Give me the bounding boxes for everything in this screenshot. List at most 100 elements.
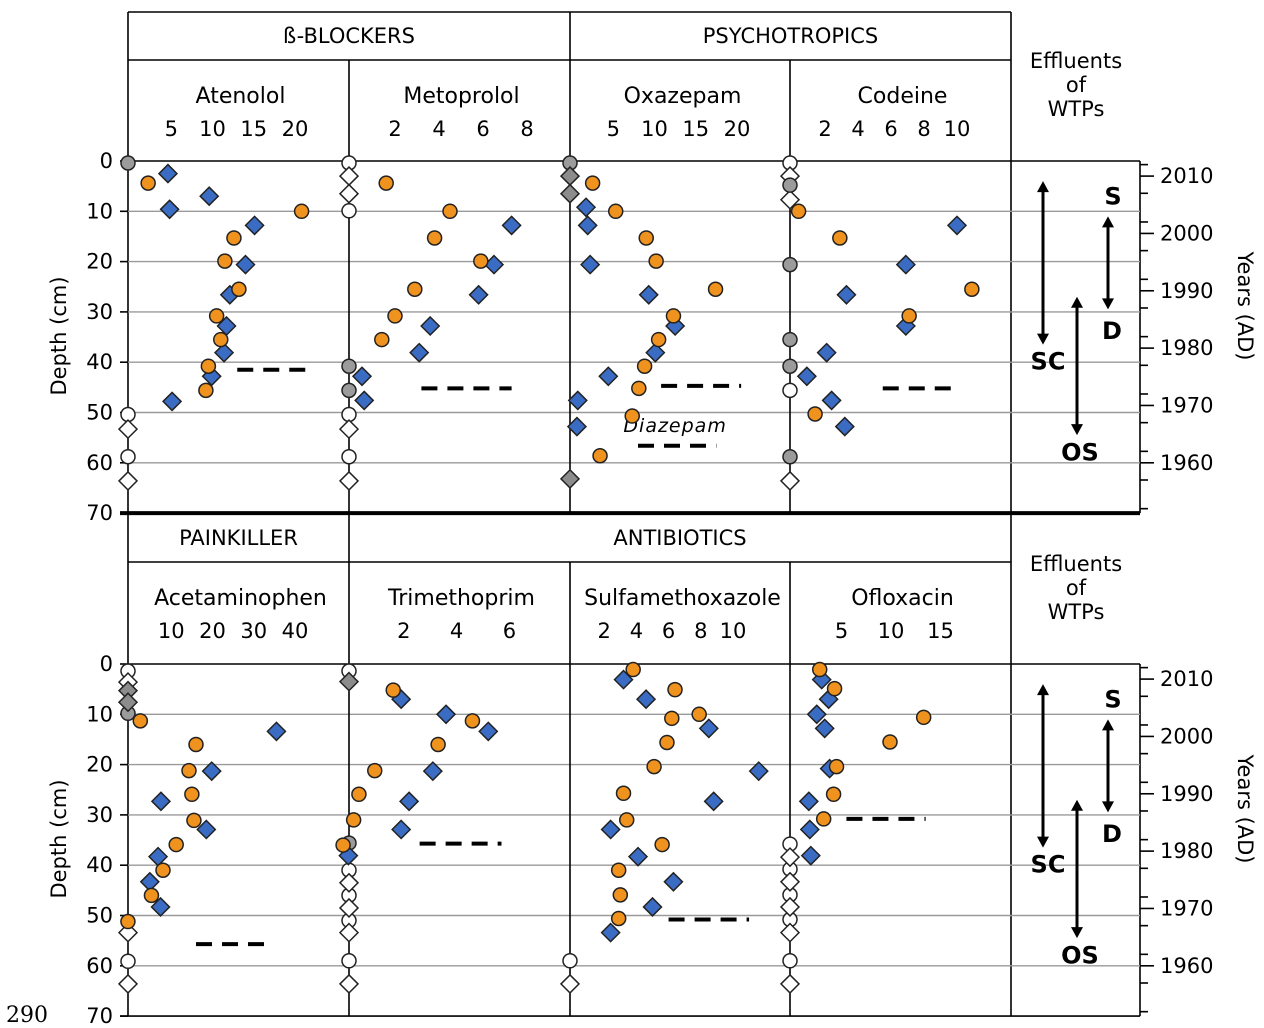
data-diamond	[645, 342, 666, 363]
data-circle	[345, 812, 362, 828]
group-header: ANTIBIOTICS	[613, 526, 746, 550]
data-diamond	[351, 366, 373, 387]
x-tick-label: 10	[720, 619, 747, 643]
data-diamond	[157, 163, 179, 184]
data-diamond	[836, 284, 857, 305]
data-diamond	[834, 416, 855, 437]
data-circle	[198, 382, 214, 399]
x-tick-label: 20	[199, 619, 226, 643]
not-detected-diamond	[779, 189, 801, 210]
data-circle	[665, 308, 682, 324]
not-detected-diamond	[779, 922, 801, 943]
not-detected-diamond	[338, 470, 360, 491]
data-circle	[654, 836, 670, 853]
below-limit-circle	[782, 177, 798, 193]
below-limit-diamond	[559, 183, 581, 204]
sc-arrow-head-up	[1037, 684, 1049, 696]
data-diamond	[698, 718, 719, 739]
data-circle	[442, 203, 458, 220]
not-detected-diamond	[338, 166, 360, 187]
data-diamond	[642, 896, 663, 918]
not-detected-circle	[120, 953, 136, 970]
data-circle	[120, 913, 136, 930]
range-label-d: D	[1102, 317, 1122, 345]
data-diamond	[816, 342, 837, 363]
y-tick-label: 50	[86, 401, 113, 425]
os-arrow-head-down	[1071, 424, 1083, 436]
data-circle	[826, 680, 843, 697]
x-tick-label: 5	[607, 117, 620, 141]
data-diamond	[213, 342, 235, 363]
not-detected-diamond	[338, 419, 360, 440]
y2-tick-label: 2000	[1160, 221, 1213, 245]
data-diamond	[796, 366, 817, 387]
data-diamond	[354, 390, 375, 411]
x-tick-label: 6	[884, 117, 897, 141]
not-detected-diamond	[338, 183, 360, 204]
data-circle	[143, 887, 160, 904]
not-detected-diamond	[117, 419, 139, 440]
y2-tick-label: 2010	[1160, 667, 1213, 691]
not-detected-diamond	[117, 922, 139, 943]
not-detected-diamond	[779, 470, 801, 491]
compound-name: Atenolol	[196, 84, 286, 109]
data-diamond	[663, 871, 684, 892]
d-arrow-head-up	[1102, 216, 1114, 228]
y-tick-label: 30	[86, 300, 113, 324]
below-limit-diamond	[559, 166, 581, 187]
y2-tick-label: 2000	[1160, 724, 1213, 748]
x-tick-label: 6	[662, 619, 675, 643]
x-tick-label: 4	[630, 619, 643, 643]
data-diamond	[600, 922, 621, 943]
data-circle	[828, 758, 845, 775]
not-detected-diamond	[338, 872, 360, 893]
data-diamond	[399, 791, 420, 812]
x-tick-label: 10	[158, 619, 185, 643]
compound-codeine: Codeine 2 4 6 8 10	[779, 84, 980, 491]
data-diamond	[409, 342, 430, 363]
data-diamond	[196, 819, 217, 840]
effluents-label: of	[1066, 73, 1087, 97]
data-circle	[624, 408, 640, 424]
data-circle	[707, 281, 724, 298]
compound-name: Oxazepam	[624, 84, 742, 109]
x-tick-label: 4	[851, 117, 864, 141]
range-label-os: OS	[1061, 941, 1099, 969]
y2-tick-label: 1970	[1160, 896, 1213, 920]
y-tick-label: 10	[86, 199, 113, 223]
panels: ß-BLOCKERS PSYCHOTROPICSEffluentsofWTPs01…	[47, 11, 1257, 1028]
data-diamond	[814, 718, 835, 739]
compound-name: Sulfamethoxazole	[584, 586, 781, 611]
group-header: ß-BLOCKERS	[283, 24, 415, 48]
data-diamond	[798, 791, 819, 812]
y-tick-label: 70	[86, 1004, 113, 1028]
y2-tick-label: 1960	[1160, 954, 1213, 978]
not-detected-diamond	[779, 973, 801, 994]
data-diamond	[638, 284, 659, 305]
data-circle	[832, 230, 848, 246]
data-diamond	[635, 689, 657, 710]
y-tick-label: 30	[86, 803, 113, 827]
y-tick-label: 40	[86, 350, 113, 374]
diazepam-label: Diazepam	[623, 415, 726, 437]
data-diamond	[391, 819, 412, 840]
data-circle	[473, 253, 489, 269]
data-circle	[226, 230, 242, 246]
x-tick-label: 6	[476, 117, 489, 141]
data-circle	[387, 308, 403, 324]
data-circle	[293, 203, 310, 220]
x-tick-label: 8	[917, 117, 930, 141]
below-limit-circle	[341, 358, 357, 374]
effluents-label: of	[1066, 576, 1087, 600]
below-limit-diamond	[338, 671, 360, 692]
not-detected-diamond	[779, 871, 801, 892]
d-arrow-head-up	[1102, 719, 1114, 731]
d-arrow-head-down	[1102, 298, 1114, 310]
y-tick-label: 10	[86, 702, 113, 726]
data-diamond	[799, 819, 820, 840]
data-circle	[213, 331, 229, 348]
